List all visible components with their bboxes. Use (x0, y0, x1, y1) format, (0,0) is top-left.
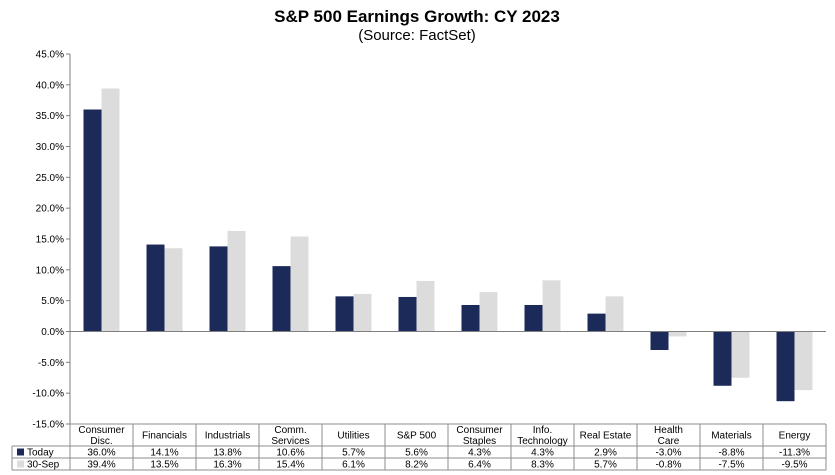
category-label: Materials (711, 431, 752, 442)
bar-30-sep (542, 280, 561, 332)
legend-key (17, 460, 24, 468)
data-label: 15.4% (276, 460, 304, 471)
category-label: Energy (779, 431, 811, 442)
bar-today (650, 331, 669, 350)
category-label: Services (271, 436, 309, 447)
y-tick-label: 25.0% (36, 173, 64, 184)
y-axis: 45.0% 40.0% 35.0% 30.0% 25.0% 20.0% 15.0% 10.0%… (32, 50, 71, 431)
data-label: -11.3% (779, 448, 810, 459)
category-label: Health (654, 425, 683, 436)
bar-30-sep (605, 296, 624, 332)
bar-today (713, 331, 732, 386)
bar-30-sep (668, 331, 687, 337)
bar-today (398, 296, 417, 332)
data-label: 13.5% (150, 460, 178, 471)
bar-30-sep (353, 293, 372, 332)
y-tick-label: 20.0% (36, 204, 64, 215)
y-tick-label: 45.0% (36, 50, 64, 61)
y-tick-label: 15.0% (36, 235, 64, 246)
category-label: Industrials (205, 431, 251, 442)
category-label: Consumer (456, 425, 503, 436)
bar-today (335, 296, 354, 332)
data-label: 5.6% (405, 448, 428, 459)
category-label: Staples (463, 436, 496, 447)
legend-label: Today (27, 448, 54, 459)
data-label: -9.5% (781, 460, 807, 471)
y-tick-label: 30.0% (36, 142, 64, 153)
bar-30-sep (479, 292, 498, 332)
data-label: 10.6% (276, 448, 304, 459)
bar-30-sep (101, 88, 120, 332)
data-label: 6.1% (342, 460, 365, 471)
bar-30-sep (794, 331, 813, 391)
bar-today (272, 266, 291, 332)
y-tick-label: 35.0% (36, 111, 64, 122)
chart-subtitle: (Source: FactSet) (358, 27, 476, 44)
category-label: Real Estate (580, 431, 632, 442)
data-label: 14.1% (150, 448, 178, 459)
data-label: 8.3% (531, 460, 554, 471)
data-label: 2.9% (594, 448, 617, 459)
bar-30-sep (416, 280, 435, 332)
bar-30-sep (731, 331, 750, 378)
legend-label: 30-Sep (27, 460, 60, 471)
category-label: Financials (142, 431, 187, 442)
data-label: 5.7% (594, 460, 617, 471)
legend-key (17, 448, 24, 456)
bar-today (83, 109, 102, 332)
data-label: 5.7% (342, 448, 365, 459)
data-label: -3.0% (655, 448, 681, 459)
bar-30-sep (227, 230, 246, 332)
bar-today (524, 304, 543, 332)
y-tick-label: -5.0% (38, 358, 64, 369)
data-label: 36.0% (87, 448, 115, 459)
bar-today (461, 304, 480, 332)
bar-today (146, 244, 165, 332)
y-tick-label: 40.0% (36, 80, 64, 91)
category-label: Info. (533, 425, 552, 436)
data-label: 13.8% (213, 448, 241, 459)
y-tick-label: 10.0% (36, 265, 64, 276)
bar-today (209, 246, 228, 332)
bar-today (587, 313, 606, 332)
category-label: Comm. (274, 425, 306, 436)
data-label: 4.3% (468, 448, 491, 459)
data-label: -7.5% (718, 460, 744, 471)
data-label: 39.4% (87, 460, 115, 471)
y-tick-label: -10.0% (32, 389, 64, 400)
category-label: Technology (517, 436, 568, 447)
category-label: Utilities (337, 431, 369, 442)
bars (70, 88, 826, 402)
category-label: Disc. (90, 436, 112, 447)
y-tick-label: -15.0% (32, 420, 64, 431)
category-label: Consumer (78, 425, 125, 436)
category-label: Care (658, 436, 680, 447)
bar-today (776, 331, 795, 402)
data-label: 16.3% (213, 460, 241, 471)
chart-title: S&P 500 Earnings Growth: CY 2023 (274, 7, 560, 26)
y-tick-label: 5.0% (41, 296, 64, 307)
data-label: 6.4% (468, 460, 491, 471)
bar-30-sep (290, 236, 309, 332)
category-label: S&P 500 (397, 431, 437, 442)
data-label: -0.8% (655, 460, 681, 471)
data-label: 4.3% (531, 448, 554, 459)
y-tick-label: 0.0% (41, 327, 64, 338)
data-label: 8.2% (405, 460, 428, 471)
data-label: -8.8% (718, 448, 744, 459)
bar-30-sep (164, 248, 183, 332)
